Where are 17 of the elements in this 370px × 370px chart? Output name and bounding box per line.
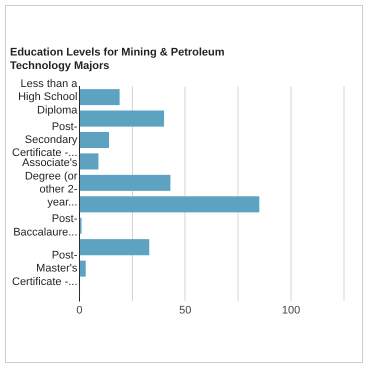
bar bbox=[80, 174, 170, 191]
bar bbox=[80, 260, 86, 277]
bar bbox=[80, 89, 120, 106]
bar bbox=[80, 196, 260, 212]
y-tick-label: Less than a High School Diploma bbox=[18, 78, 78, 116]
x-tick-label: 100 bbox=[282, 304, 300, 316]
bar bbox=[80, 239, 150, 256]
y-tick-label: Associate's Degree (or other 2-year... bbox=[22, 157, 78, 209]
x-tick-label: 50 bbox=[179, 304, 192, 316]
y-tick-label: Post-Secondary Certificate -... bbox=[12, 120, 78, 160]
bar bbox=[80, 153, 98, 170]
bar bbox=[80, 110, 164, 127]
x-tick-label: 0 bbox=[76, 304, 82, 316]
chart-title: Education Levels for Mining & Petroleum Technology Majors bbox=[10, 46, 225, 72]
y-tick-label: Post-Baccalaure... bbox=[13, 213, 78, 238]
bar bbox=[80, 132, 110, 148]
y-tick-label: Post-Master's Certificate -... bbox=[12, 249, 78, 288]
